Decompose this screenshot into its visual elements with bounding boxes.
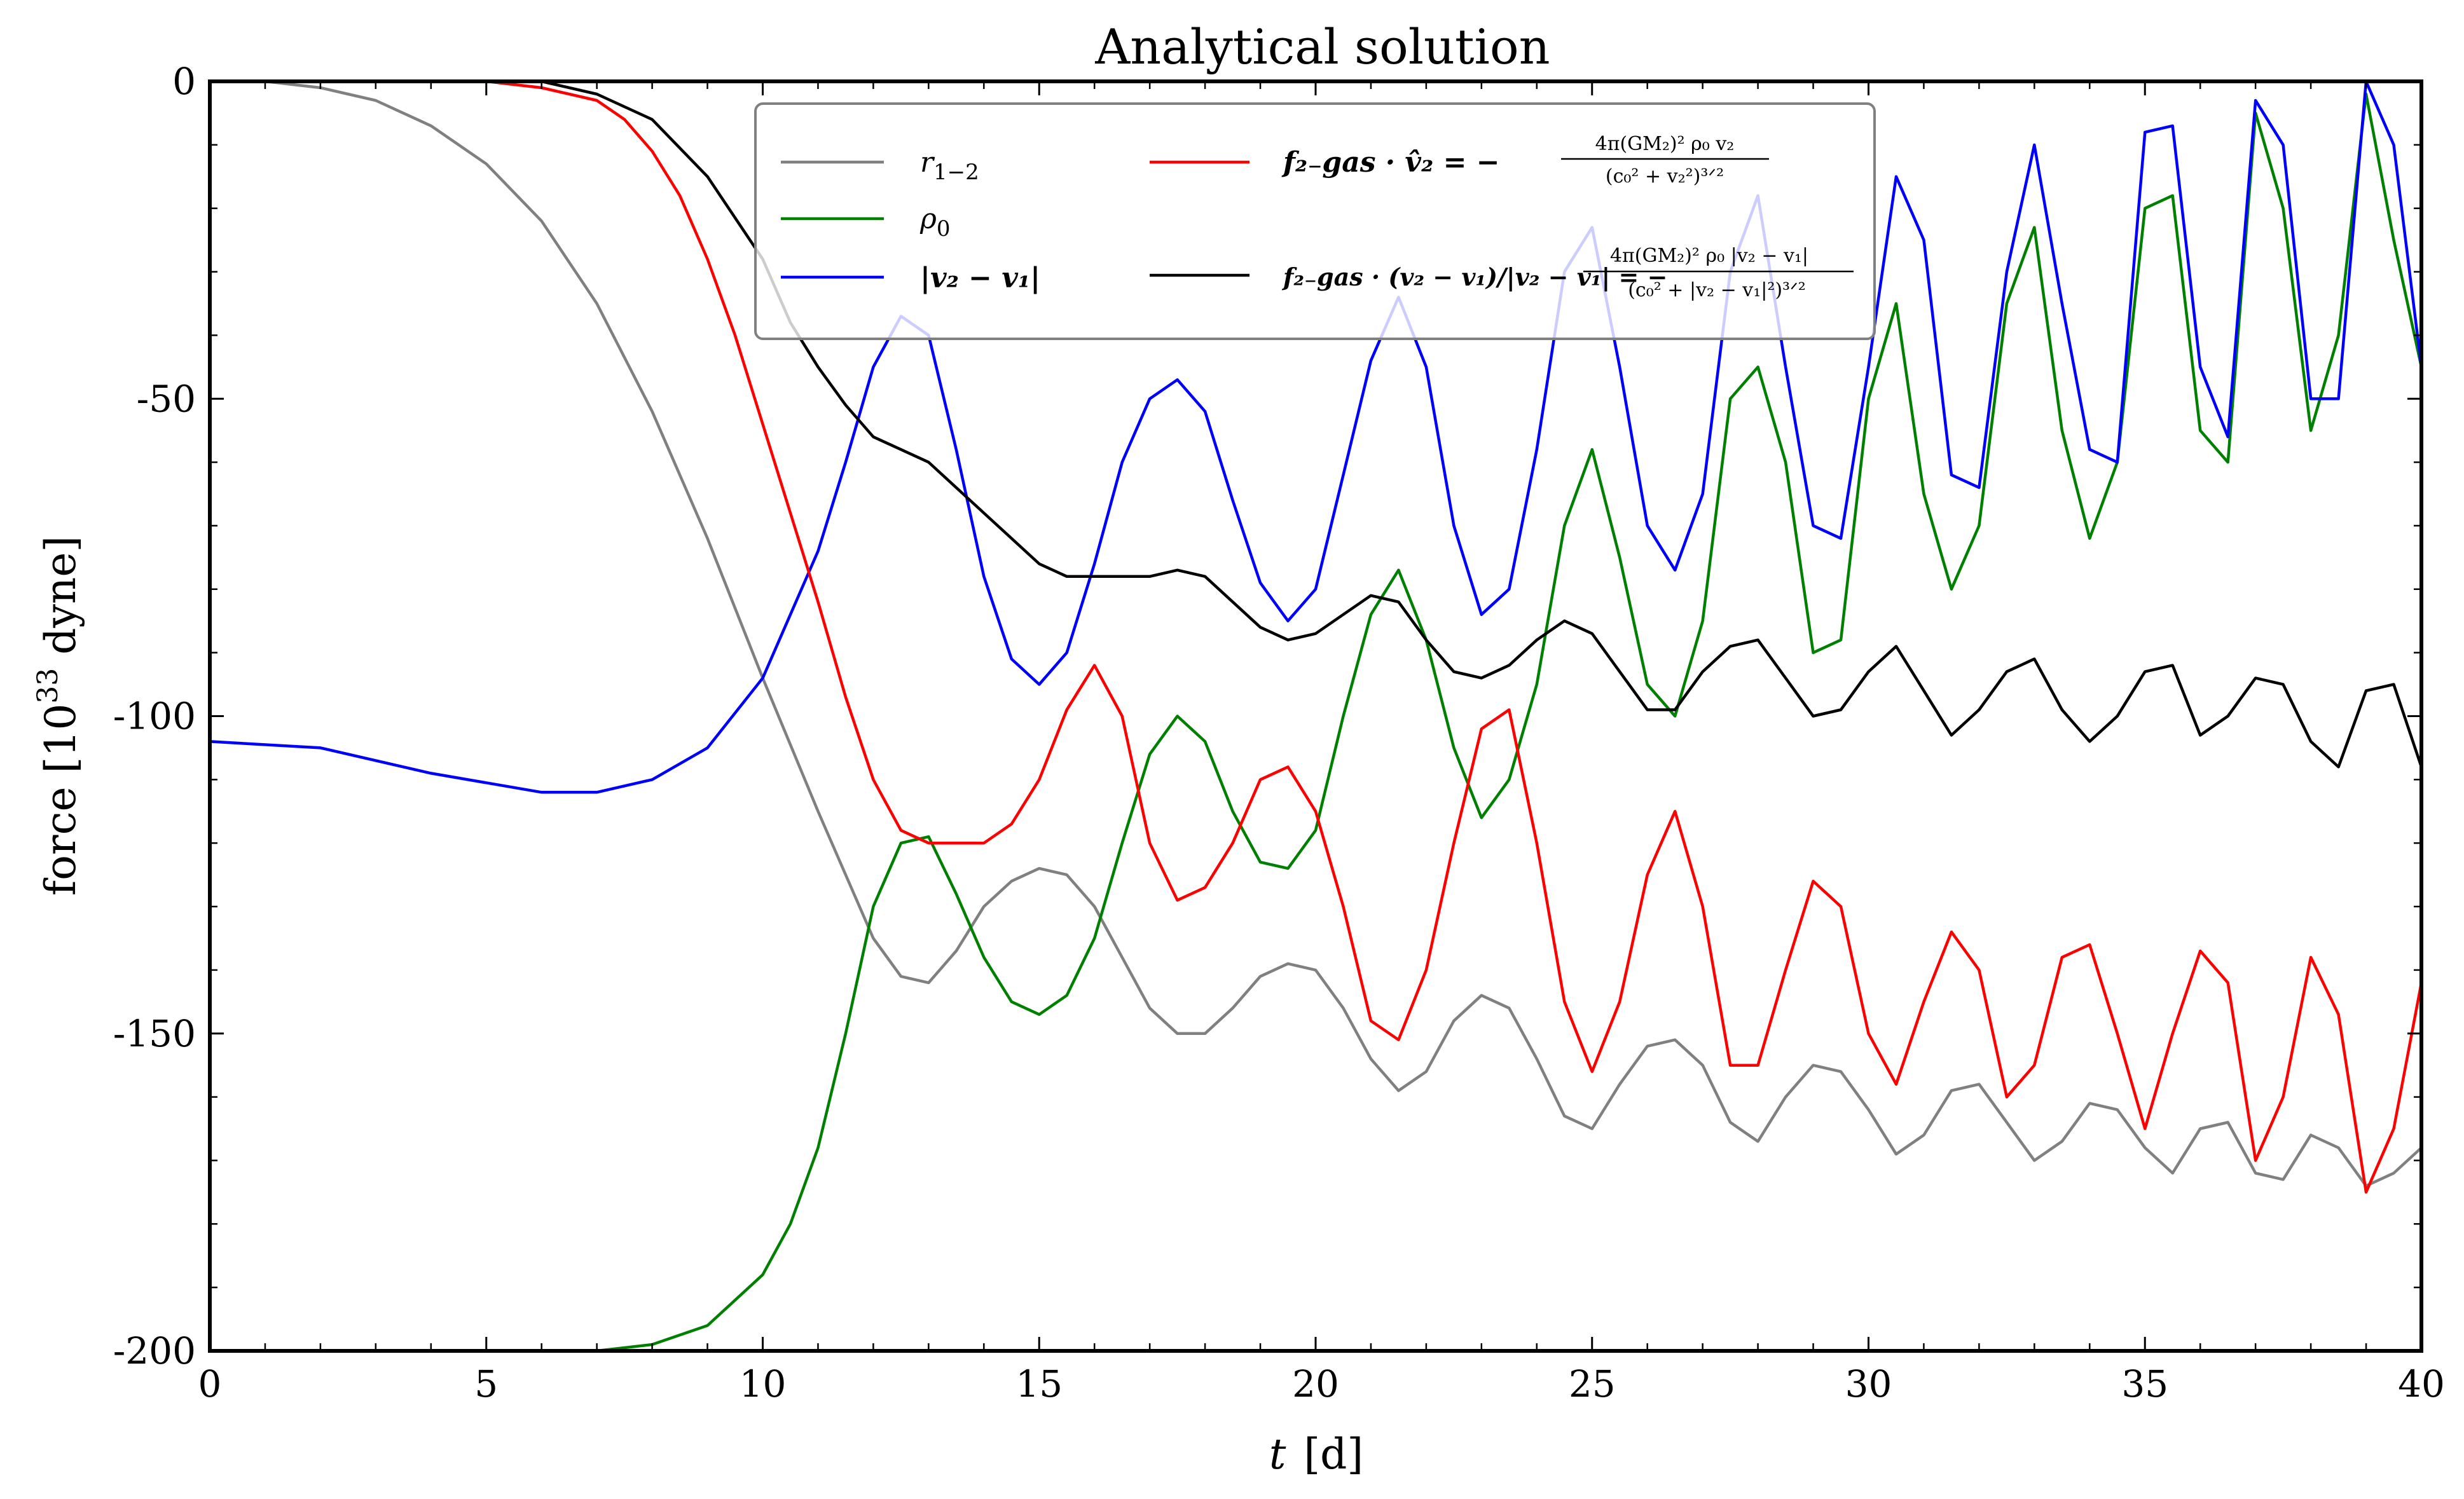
x-tick-label: 20 — [1292, 1362, 1339, 1406]
tick-layer: 0 5 10 15 20 25 30 35 40 0 -50 -100 -150 -200 — [113, 60, 2445, 1406]
x-tick-label: 0 — [198, 1362, 222, 1406]
legend-label-frel-den: (c₀² + |v₂ − v₁|²)³ᐟ² — [1628, 279, 1806, 301]
legend-label-fv2-lhs: f₂₋gas · v̂₂ = − — [1281, 146, 1500, 179]
legend-label-r12: r1−2 — [920, 146, 979, 185]
x-axis-label: t [d] — [1269, 1430, 1363, 1479]
legend-box — [754, 102, 1876, 340]
x-tick-label: 15 — [1015, 1362, 1063, 1406]
x-tick-label: 25 — [1569, 1362, 1616, 1406]
legend-rho-main: ρ — [919, 203, 937, 235]
x-tick-label: 40 — [2398, 1362, 2445, 1406]
y-axis-label: force [1033 dyne] — [32, 536, 85, 896]
legend-label-fv2-num: 4π(GM₂)² ρ₀ v₂ — [1595, 133, 1735, 155]
legend-label-frel-lhs: f₂₋gas · (v₂ − v₁)/|v₂ − v₁| = − — [1281, 263, 1667, 291]
x-axis-var: t — [1269, 1430, 1286, 1479]
legend-label-fv2-den: (c₀² + v₂²)³ᐟ² — [1606, 165, 1724, 188]
series-line-0 — [210, 79, 2423, 1188]
x-tick-label: 5 — [474, 1362, 498, 1406]
y-tick-label: 0 — [172, 60, 196, 103]
y-axis-label-tail: dyne] — [36, 536, 85, 668]
plot-frame — [208, 79, 2423, 1353]
y-axis-label-exp: 33 — [32, 668, 64, 704]
y-tick-label: -100 — [113, 695, 196, 738]
x-tick-label: 30 — [1845, 1362, 1892, 1406]
legend-r12-main: r — [920, 146, 935, 179]
legend-label-vrel: |v₂ − v₁| — [920, 262, 1040, 294]
series-line-3 — [210, 79, 2423, 1194]
chart-title: Analytical solution — [1094, 18, 1550, 75]
y-axis-label-main: force [10 — [36, 704, 85, 896]
x-tick-label: 10 — [740, 1362, 787, 1406]
legend-r12-sub: 1−2 — [933, 160, 979, 185]
series-line-4 — [210, 79, 2423, 769]
y-tick-label: -150 — [113, 1012, 196, 1055]
y-tick-label: -200 — [113, 1329, 196, 1372]
legend-label-frel-num: 4π(GM₂)² ρ₀ |v₂ − v₁| — [1610, 245, 1808, 267]
legend-label-rho: ρ0 — [919, 203, 951, 242]
y-tick-label: -50 — [137, 377, 196, 420]
x-axis-unit: [d] — [1304, 1430, 1363, 1479]
x-tick-label: 35 — [2121, 1362, 2168, 1406]
legend: r1−2 ρ0 |v₂ − v₁| f₂₋gas · v̂₂ = − 4π(GM… — [754, 102, 1876, 340]
legend-rho-sub: 0 — [937, 216, 951, 242]
